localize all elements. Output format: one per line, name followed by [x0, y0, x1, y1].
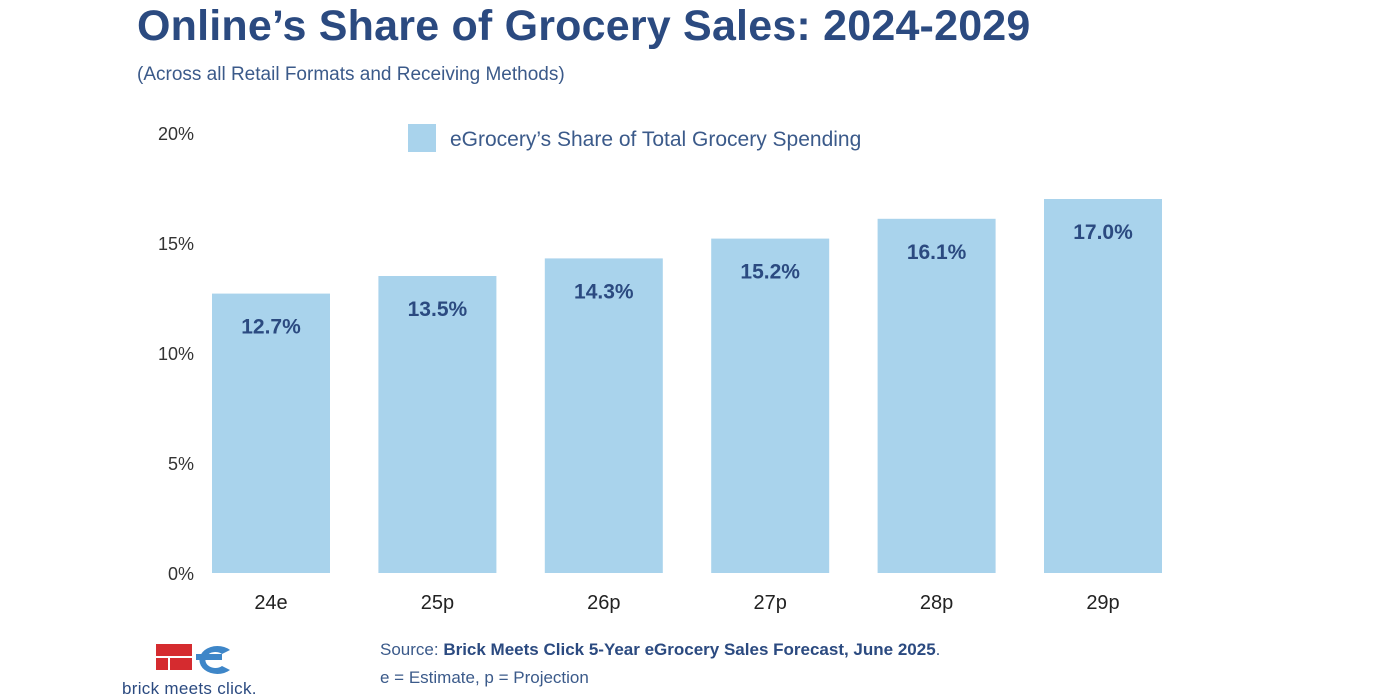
bar-data-label: 16.1% — [907, 241, 967, 264]
bar — [544, 258, 663, 573]
bar — [378, 276, 497, 573]
chart-legend: eGrocery’s Share of Total Grocery Spendi… — [408, 124, 861, 152]
bar-data-label: 15.2% — [740, 261, 800, 284]
bar-chart: eGrocery’s Share of Total Grocery Spendi… — [158, 124, 1162, 614]
bar — [1044, 199, 1162, 573]
brick-meets-click-logo — [156, 644, 230, 674]
x-tick-label: 24e — [254, 592, 287, 614]
x-tick-label: 25p — [421, 592, 454, 614]
source-prefix: Source: — [380, 640, 444, 659]
bar-data-label: 13.5% — [408, 298, 468, 321]
y-tick-label: 5% — [168, 454, 194, 474]
x-tick-label: 27p — [754, 592, 787, 614]
x-axis: 24e 25p 26p 27p 28p 29p — [254, 592, 1119, 614]
chart-title: Online’s Share of Grocery Sales: 2024-20… — [137, 2, 1031, 50]
legend-swatch — [408, 124, 436, 152]
x-tick-label: 29p — [1086, 592, 1119, 614]
bar-data-label: 17.0% — [1073, 221, 1133, 244]
y-axis: 0% 5% 10% 15% 20% — [158, 124, 194, 584]
estimate-projection-note: e = Estimate, p = Projection — [380, 668, 589, 687]
chart-subtitle: (Across all Retail Formats and Receiving… — [137, 64, 565, 85]
y-tick-label: 0% — [168, 564, 194, 584]
logo-text: brick meets click. — [122, 679, 257, 698]
source-note: Source: Brick Meets Click 5-Year eGrocer… — [380, 640, 940, 660]
source-suffix: . — [935, 640, 941, 659]
y-tick-label: 10% — [158, 344, 194, 364]
bar-data-label: 14.3% — [574, 280, 634, 303]
bar — [877, 218, 996, 574]
legend-label: eGrocery’s Share of Total Grocery Spendi… — [450, 128, 861, 151]
x-tick-label: 28p — [920, 592, 953, 614]
bar-data-label: 12.7% — [241, 316, 301, 339]
y-tick-label: 15% — [158, 234, 194, 254]
bar — [212, 293, 330, 573]
bar-series: 12.7% 13.5% 14.3% 15.2% 16.1% 17.0% — [212, 199, 1162, 574]
x-tick-label: 26p — [587, 592, 620, 614]
source-name: Brick Meets Click 5-Year eGrocery Sales … — [443, 640, 936, 659]
y-tick-label: 20% — [158, 124, 194, 144]
bar — [711, 238, 830, 573]
